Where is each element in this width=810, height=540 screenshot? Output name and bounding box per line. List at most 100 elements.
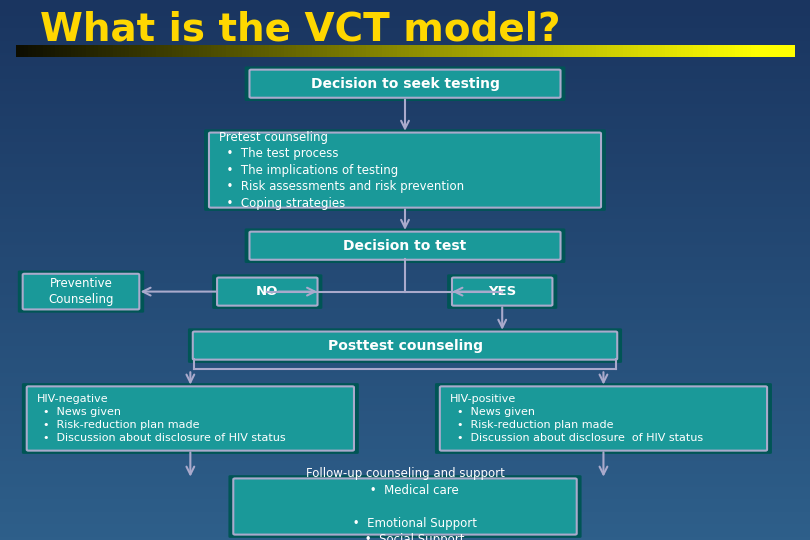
Bar [40,45,45,57]
Bar [452,45,456,57]
Bar [591,45,596,57]
Bar [588,45,592,57]
Bar [277,45,281,57]
Text: HIV-positive
  •  News given
  •  Risk-reduction plan made
  •  Discussion about: HIV-positive • News given • Risk-reducti… [450,394,702,443]
Bar [122,45,126,57]
Bar [731,45,736,57]
Bar [254,45,258,57]
Bar [759,45,764,57]
Bar [377,45,382,57]
FancyBboxPatch shape [447,274,557,309]
Bar [751,45,756,57]
Bar [673,45,678,57]
Bar [24,45,28,57]
Bar [401,45,406,57]
Bar [526,45,531,57]
Bar [537,45,542,57]
Bar [440,45,445,57]
Bar [634,45,639,57]
FancyBboxPatch shape [23,274,139,309]
Bar [75,45,79,57]
Bar [522,45,526,57]
Bar [319,45,324,57]
Text: Decision to test: Decision to test [343,239,467,253]
Bar [409,45,414,57]
Bar [133,45,138,57]
Bar [284,45,289,57]
Bar [300,45,305,57]
Bar [506,45,511,57]
Text: Posttest counseling: Posttest counseling [327,339,483,353]
Bar [152,45,157,57]
Bar [770,45,775,57]
Bar [646,45,650,57]
Bar [90,45,95,57]
Bar [339,45,343,57]
Bar [374,45,378,57]
Bar [265,45,270,57]
Bar [735,45,740,57]
Bar [615,45,620,57]
Bar [483,45,488,57]
Bar [766,45,771,57]
Bar [623,45,628,57]
Bar [638,45,643,57]
Bar [241,45,246,57]
Bar [292,45,297,57]
Bar [296,45,301,57]
Bar [347,45,352,57]
Bar [494,45,499,57]
Bar [471,45,475,57]
Bar [211,45,215,57]
Bar [580,45,585,57]
Bar [335,45,339,57]
Bar [195,45,200,57]
Bar [288,45,293,57]
Bar [394,45,398,57]
FancyBboxPatch shape [245,66,565,101]
Bar [436,45,441,57]
Bar [176,45,181,57]
Bar [117,45,122,57]
Bar [572,45,577,57]
Bar [397,45,402,57]
Bar [148,45,153,57]
Bar [428,45,433,57]
FancyBboxPatch shape [22,383,359,454]
Bar [109,45,114,57]
Bar [778,45,783,57]
Bar [642,45,647,57]
FancyBboxPatch shape [249,70,561,98]
Bar [358,45,363,57]
FancyBboxPatch shape [233,478,577,535]
Bar [172,45,177,57]
Bar [433,45,437,57]
Bar [677,45,682,57]
Bar [599,45,604,57]
Bar [180,45,184,57]
Bar [654,45,659,57]
Bar [662,45,667,57]
Bar [156,45,161,57]
FancyBboxPatch shape [193,332,617,360]
Bar [238,45,242,57]
Text: What is the VCT model?: What is the VCT model? [40,11,561,49]
Bar [413,45,417,57]
Bar [619,45,624,57]
Bar [658,45,663,57]
Bar [234,45,239,57]
Bar [467,45,472,57]
Bar [183,45,188,57]
Bar [199,45,203,57]
Bar [712,45,717,57]
Bar [603,45,608,57]
Bar [36,45,41,57]
Bar [782,45,787,57]
FancyBboxPatch shape [188,328,622,363]
Bar [650,45,654,57]
Bar [630,45,635,57]
Bar [32,45,36,57]
FancyBboxPatch shape [27,387,354,450]
Bar [533,45,538,57]
Bar [584,45,589,57]
